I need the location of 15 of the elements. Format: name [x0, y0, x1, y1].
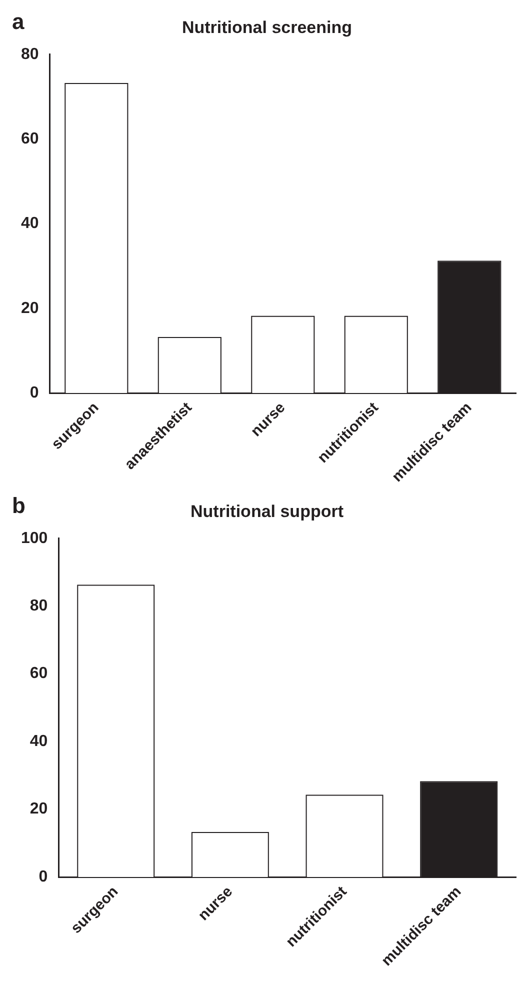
- y-tick-label: 40: [30, 732, 48, 750]
- y-tick-label: 40: [21, 215, 39, 232]
- y-tick-label: 0: [38, 868, 48, 886]
- text: a: [12, 9, 25, 34]
- text: b: [12, 493, 26, 518]
- y-tick-label: 0: [30, 384, 39, 402]
- chart-title: Nutritional screening: [182, 18, 352, 37]
- y-tick-label: 60: [21, 130, 39, 148]
- chart-title: Nutritional support: [190, 502, 344, 521]
- y-tick-label: 20: [30, 800, 48, 818]
- y-tick-label: 80: [21, 46, 39, 63]
- y-tick-label: 60: [30, 665, 48, 682]
- y-tick-label: 20: [21, 300, 39, 317]
- y-tick-label: 80: [30, 598, 48, 615]
- y-tick-label: 100: [20, 530, 48, 547]
